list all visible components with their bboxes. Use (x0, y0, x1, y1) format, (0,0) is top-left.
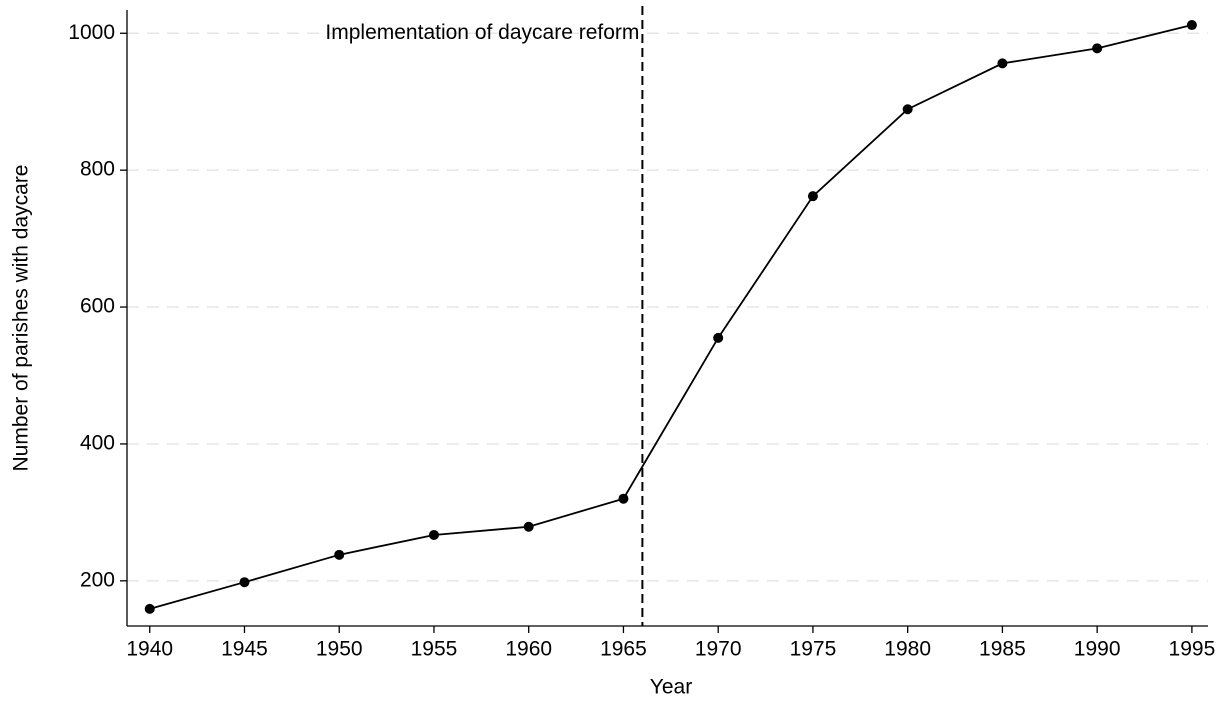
data-point (618, 493, 629, 504)
x-tick-label: 1940 (126, 638, 173, 661)
x-tick-label: 1975 (790, 638, 837, 661)
y-tick-label: 800 (80, 158, 115, 181)
data-point (1186, 20, 1197, 31)
y-tick-label: 600 (80, 295, 115, 318)
x-tick-label: 1955 (411, 638, 458, 661)
x-tick-label: 1985 (979, 638, 1026, 661)
annotation: Implementation of daycare reform (325, 21, 639, 44)
data-point (334, 549, 345, 560)
data-point (428, 529, 439, 540)
data-point (902, 104, 913, 115)
data-line (149, 24, 1193, 610)
data-point (239, 577, 250, 588)
x-tick-label: 1945 (221, 638, 268, 661)
data-point (713, 332, 724, 343)
y-tick-label: 1000 (68, 21, 115, 44)
x-tick-label: 1970 (695, 638, 742, 661)
data-point (807, 191, 818, 202)
x-tick-label: 1990 (1074, 638, 1121, 661)
x-tick-label: 1950 (316, 638, 363, 661)
x-axis-label: Year (650, 676, 692, 699)
data-point (1092, 43, 1103, 54)
x-tick-label: 1980 (884, 638, 931, 661)
y-tick-label: 400 (80, 431, 115, 454)
x-tick-label: 1995 (1169, 638, 1216, 661)
data-point (523, 521, 534, 532)
data-point (144, 603, 155, 614)
x-tick-label: 1960 (505, 638, 552, 661)
y-tick-label: 200 (80, 568, 115, 591)
y-axis-label: Number of parishes with daycare (10, 165, 33, 472)
data-point (997, 58, 1008, 69)
x-tick-label: 1965 (600, 638, 647, 661)
